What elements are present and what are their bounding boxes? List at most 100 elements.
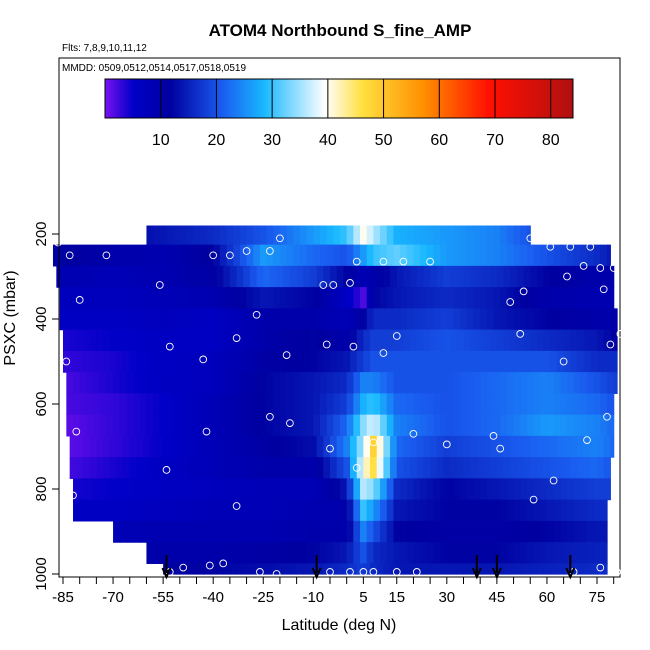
- heatmap-cell: [166, 542, 174, 564]
- heatmap-cell: [413, 542, 421, 564]
- heatmap-cell: [380, 414, 388, 437]
- heatmap-cell: [136, 457, 144, 479]
- heatmap-cell: [173, 478, 181, 501]
- heatmap-cell: [426, 478, 435, 501]
- heatmap-cell: [73, 499, 81, 522]
- heatmap-cell: [576, 563, 585, 575]
- heatmap-cell: [406, 287, 415, 309]
- heatmap-cell: [423, 350, 431, 373]
- heatmap-cell: [156, 265, 164, 288]
- heatmap-cell: [330, 435, 338, 458]
- heatmap-cell: [366, 308, 374, 331]
- heatmap-cell: [463, 457, 471, 479]
- heatmap-cell: [226, 308, 234, 331]
- heatmap-cell: [353, 520, 361, 543]
- heatmap-cell: [486, 520, 495, 543]
- heatmap-cell: [246, 372, 254, 394]
- heatmap-cell: [580, 478, 588, 501]
- heatmap-cell: [343, 457, 351, 479]
- heatmap-cell: [173, 372, 181, 394]
- heatmap-cell: [103, 329, 111, 352]
- sample-point: [412, 568, 421, 576]
- heatmap-cell: [476, 350, 485, 373]
- heatmap-cell: [179, 520, 188, 543]
- heatmap-cell: [373, 372, 381, 394]
- heatmap-cell: [126, 520, 134, 543]
- heatmap-cell: [373, 542, 381, 564]
- heatmap-cell: [440, 520, 448, 543]
- heatmap-cell: [126, 499, 134, 522]
- heatmap-cell: [236, 457, 244, 479]
- heatmap-cell: [540, 520, 548, 543]
- heatmap-cell: [430, 435, 438, 458]
- heatmap-cell: [126, 372, 134, 394]
- heatmap-cell: [553, 308, 561, 331]
- heatmap-cell: [179, 308, 188, 331]
- heatmap-cell: [166, 478, 174, 501]
- heatmap-cell: [299, 414, 308, 437]
- heatmap-cell: [243, 563, 251, 575]
- heatmap-cell: [243, 457, 251, 479]
- heatmap-cell: [453, 478, 461, 501]
- heatmap-cell: [343, 329, 351, 352]
- heatmap-cell: [206, 308, 214, 331]
- heatmap-cell: [607, 414, 615, 437]
- heatmap-cell: [573, 520, 581, 543]
- heatmap-cell: [233, 244, 241, 267]
- heatmap-cell: [149, 457, 158, 479]
- heatmap-cell: [580, 308, 588, 331]
- heatmap-cell: [520, 225, 528, 246]
- heatmap-cell: [483, 563, 491, 575]
- heatmap-cell: [463, 435, 471, 458]
- heatmap-cell: [89, 457, 97, 479]
- heatmap-cell: [233, 225, 241, 246]
- heatmap-cell: [423, 435, 431, 458]
- heatmap-cell: [293, 542, 301, 564]
- heatmap-cell: [486, 542, 495, 564]
- heatmap-cell: [376, 329, 384, 352]
- heatmap-cell: [466, 225, 475, 246]
- heatmap-cell: [106, 414, 114, 437]
- heatmap-cell: [416, 563, 425, 575]
- heatmap-cell: [239, 499, 248, 522]
- heatmap-cell: [76, 329, 84, 352]
- heatmap-cell: [486, 287, 495, 309]
- heatmap-cell: [263, 350, 271, 373]
- heatmap-cell: [179, 372, 188, 394]
- heatmap-cell: [573, 478, 581, 501]
- heatmap-cell: [360, 499, 368, 522]
- heatmap-cell: [259, 478, 268, 501]
- heatmap-cell: [473, 287, 481, 309]
- heatmap-cell: [330, 457, 338, 479]
- heatmap-cell: [593, 287, 601, 309]
- heatmap-cell: [186, 308, 194, 331]
- heatmap-cell: [229, 435, 238, 458]
- heatmap-cell: [259, 372, 268, 394]
- heatmap-cell: [573, 499, 581, 522]
- heatmap-cell: [193, 287, 201, 309]
- sample-point: [559, 357, 568, 366]
- heatmap-cell: [336, 265, 344, 288]
- heatmap-cell: [193, 520, 201, 543]
- heatmap-cell: [213, 393, 221, 416]
- heatmap-cell: [510, 265, 518, 288]
- heatmap-cell: [430, 329, 438, 352]
- heatmap-cell: [269, 563, 278, 575]
- sample-point: [426, 257, 434, 266]
- heatmap-cell: [256, 457, 264, 479]
- heatmap-cell: [370, 350, 378, 373]
- heatmap-cell: [186, 244, 194, 267]
- heatmap-cell: [553, 393, 561, 416]
- heatmap-cell: [66, 287, 74, 309]
- sample-point: [202, 427, 211, 436]
- heatmap-cell: [400, 393, 408, 416]
- heatmap-cell: [286, 225, 294, 246]
- heatmap-cell: [483, 329, 491, 352]
- heatmap-cell: [293, 372, 301, 394]
- heatmap-cell: [219, 308, 228, 331]
- heatmap-cell: [213, 542, 221, 564]
- heatmap-cell: [480, 225, 488, 246]
- heatmap-cell: [149, 265, 158, 288]
- heatmap-cell: [186, 393, 194, 416]
- heatmap-cell: [173, 287, 181, 309]
